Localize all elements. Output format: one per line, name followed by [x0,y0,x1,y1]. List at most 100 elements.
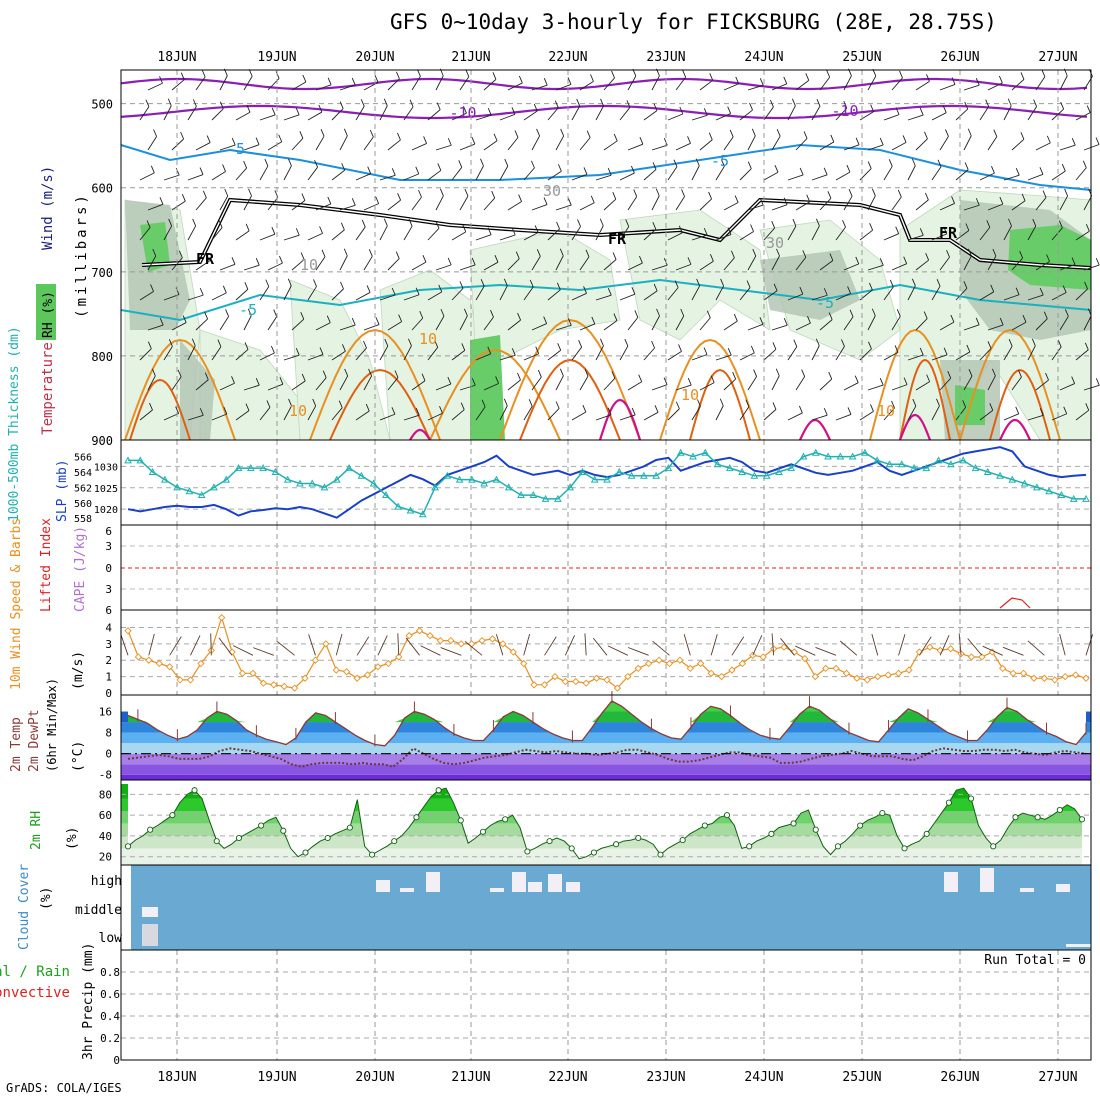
wind-barb-feather [703,347,708,355]
wind-barb-feather [923,311,928,319]
wind-barb-feather [244,342,249,350]
lifted-index-tick-label: 6 [105,525,112,538]
wind-barb [1051,413,1067,421]
contour-label: 30 [766,234,784,252]
wind-barb-feather [759,197,764,206]
wind-barb [907,165,916,181]
temp-band [121,774,1091,780]
wind-barb [499,165,509,181]
wind-barb-feather [871,188,876,196]
wind-barb-feather [727,347,732,356]
temp-contour-warm [409,428,431,441]
wind-barb [139,348,152,361]
wind-barb [699,139,713,151]
cloud-level-label: low [99,931,123,946]
wind-barb-feather [576,98,581,107]
wind-barb [507,201,522,211]
wind-barb-feather [578,340,583,348]
wind-barb-feather [255,258,260,266]
wind-barb-feather [503,398,508,406]
thickness-point [750,471,759,479]
wind-barb-feather [855,256,860,265]
wind-barb [483,261,499,271]
thickness-point [1020,479,1029,487]
wind-speed-point [697,659,705,668]
wind-barb [235,167,247,181]
wind-barb [1035,318,1048,331]
thickness-point [246,464,255,472]
wind-barb [715,405,724,421]
date-label-top: 19JUN [257,50,296,65]
wind-speed-point [186,676,195,684]
wind-barb-feather [231,137,236,146]
wind-barb-feather [270,345,275,354]
wind-barb-feather [799,167,804,176]
thickness-point [210,483,218,491]
wind-barb-feather [180,72,185,80]
wind-barb [619,414,636,421]
wind-barb-feather [314,160,318,168]
wind-barb [843,75,852,91]
temp-contour-warm [329,368,431,441]
wind-barb-10m [440,647,462,656]
wind-barb-feather [624,338,629,347]
wind-barb-feather [321,249,326,257]
wind-tick-label: 1 [105,671,112,684]
wind-barb-feather [1007,98,1012,106]
credit-label: GrADS: COLA/IGES [6,1081,122,1095]
temp-left-labels: 2m Temp 2m DewPt (6hr Min/Max) (°C) [9,678,86,772]
wind-barb [243,384,260,391]
wind-barb [619,226,630,241]
wind-barb [867,195,876,211]
thickness-point [824,452,832,460]
wind-barb [619,107,631,121]
wind-barb-feather [1063,406,1068,414]
wind-barb [979,172,995,181]
wind-barb-feather [674,280,679,288]
wind-barb [483,316,494,331]
wind-barb [307,353,324,361]
wind-barb-feather [696,399,701,407]
wind-barb-feather [583,167,588,175]
wind-barb [571,226,581,241]
wind-barb-10m [405,637,420,656]
wind-barb-feather [889,279,894,288]
wind-barb-feather [417,69,421,77]
temp-line [127,700,1087,747]
wind-barb-feather [300,252,305,260]
contour-label: 10 [300,256,318,274]
wind-barb [579,80,594,91]
wind-barb-feather [255,378,260,386]
wind-speed-point [665,659,674,668]
cloud-high-bar [548,874,562,892]
wind-barb-feather [1095,257,1100,266]
wind-barb-feather [419,310,424,319]
wind-barb-10m [377,635,388,656]
thickness-point [885,460,894,468]
wind-barb-feather [582,404,587,413]
wind-barb-feather [902,135,907,143]
wind-barb-feather [709,254,714,262]
wind-barb-feather [1058,220,1063,229]
wind-barb-feather [848,189,853,197]
wind-speed-point [405,632,413,640]
wind-speed-point [249,669,257,677]
rh-tick-label: 40 [99,830,112,843]
wind-barb [1083,264,1100,271]
wind-barb-feather [733,313,738,322]
wind-barb [499,113,516,121]
wind-barb-feather [925,253,930,261]
wind-barb-feather [391,168,396,176]
wind-barb [963,324,980,331]
thickness-point [640,471,648,479]
wind-barb [483,383,499,391]
wind-barb [331,108,344,121]
wind-barb [955,108,969,121]
wind-barb-feather [447,257,452,266]
wind-barb-feather [708,191,712,200]
wind-barb-feather [537,369,542,378]
wind-barb-feather [656,308,660,317]
wind-barb [547,408,560,421]
wind-barb-feather [313,279,317,287]
wind-barb-feather [471,257,476,266]
